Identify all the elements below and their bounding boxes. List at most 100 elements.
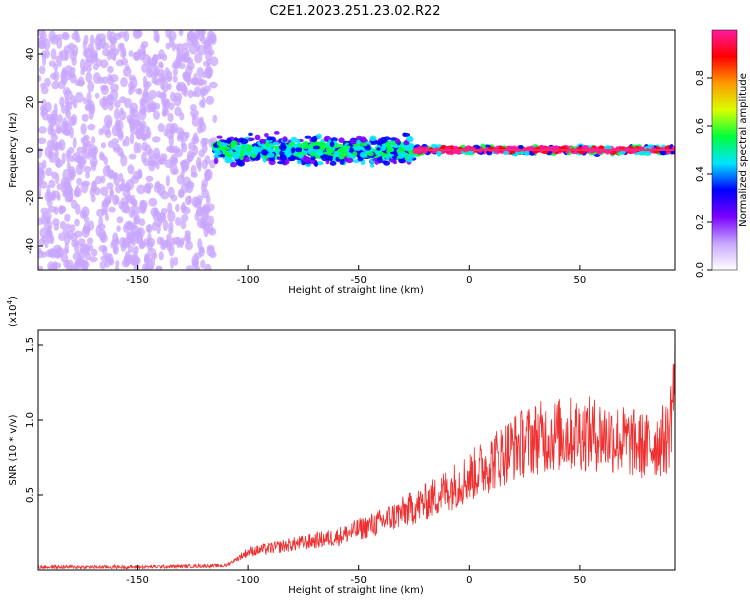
spectrogram-cell bbox=[148, 197, 158, 207]
spectrogram-cell bbox=[60, 253, 69, 263]
spectrogram-cell bbox=[143, 238, 151, 245]
spectrogram-cell bbox=[160, 153, 164, 163]
spectrogram-cell bbox=[38, 75, 42, 82]
spectrogram-cell bbox=[55, 122, 62, 134]
spectrogram-cell bbox=[115, 59, 124, 67]
spectrogram-cell bbox=[106, 30, 113, 41]
spectrogram-cell bbox=[91, 136, 96, 144]
spectrogram-cell bbox=[106, 182, 114, 190]
spectrogram-cell bbox=[83, 165, 92, 173]
spectrogram-cell bbox=[356, 139, 361, 144]
spectrogram-cell bbox=[316, 161, 324, 166]
spectrogram-cell bbox=[367, 151, 374, 157]
spectrogram-cell bbox=[185, 265, 195, 270]
spectrogram-cell bbox=[210, 56, 219, 67]
spectrogram-cell bbox=[267, 146, 274, 154]
spectrogram-cell bbox=[171, 145, 180, 154]
spectrogram-cell bbox=[619, 150, 626, 155]
spectrogram-cell bbox=[180, 54, 189, 63]
spectrogram-cell bbox=[246, 147, 253, 153]
spectrogram-cell bbox=[116, 225, 121, 233]
spectrogram-cell bbox=[129, 77, 138, 89]
spectrogram-cell bbox=[99, 97, 108, 108]
spectrogram-cell bbox=[338, 137, 345, 143]
spectrogram-cell bbox=[259, 140, 266, 145]
spectrogram-cell bbox=[376, 140, 382, 146]
spectrogram-cell bbox=[38, 265, 44, 270]
colorbar-label: Normalized spectral amplitude bbox=[738, 73, 749, 227]
colorbar-ticks: 0.0 0.2 0.4 0.6 0.8 bbox=[695, 70, 712, 278]
spectrogram-cell bbox=[186, 61, 195, 71]
spectrogram-cell bbox=[175, 203, 180, 213]
spectrogram-cell bbox=[97, 76, 104, 84]
spectrogram-x-tick-label: 50 bbox=[574, 275, 587, 286]
spectrogram-cell bbox=[52, 244, 62, 254]
spectrogram-cell bbox=[205, 50, 213, 62]
spectrogram-cell bbox=[127, 164, 135, 175]
spectrogram-cell bbox=[58, 139, 66, 151]
spectrogram-cell bbox=[65, 223, 71, 230]
spectrogram-cell bbox=[46, 184, 51, 197]
spectrogram-cell bbox=[167, 210, 176, 223]
spectrogram-cell bbox=[141, 41, 149, 49]
spectrogram-cell bbox=[523, 150, 530, 156]
spectrogram-cell bbox=[383, 160, 390, 166]
spectrogram-cell bbox=[316, 133, 322, 140]
spectrogram-cell bbox=[136, 142, 142, 154]
spectrogram-cell bbox=[38, 180, 48, 189]
spectrogram-cell bbox=[186, 77, 191, 86]
spectrogram-cell bbox=[61, 31, 69, 39]
spectrogram-cell bbox=[140, 123, 145, 130]
spectrogram-cell bbox=[129, 102, 139, 113]
spectrogram-cell bbox=[38, 191, 42, 199]
spectrogram-cell bbox=[54, 34, 64, 41]
spectrogram-cell bbox=[339, 146, 347, 154]
spectrogram-cell bbox=[402, 132, 407, 137]
spectrogram-cell bbox=[264, 133, 269, 138]
spectrogram-cell bbox=[156, 236, 163, 245]
spectrogram-cell bbox=[64, 104, 70, 116]
spectrogram-cell bbox=[191, 259, 199, 268]
spectrogram-cell bbox=[138, 108, 147, 121]
spectrogram-cell bbox=[212, 114, 218, 124]
spectrogram-cell bbox=[82, 97, 88, 104]
spectrogram-cell bbox=[141, 98, 148, 106]
spectrogram-cell bbox=[82, 65, 88, 72]
spectrogram-cell bbox=[330, 137, 338, 142]
spectrogram-cell bbox=[64, 120, 69, 130]
spectrogram-cell bbox=[403, 140, 409, 146]
spectrogram-cell bbox=[88, 143, 97, 156]
snr-x-tick-label: -150 bbox=[126, 575, 149, 586]
spectrogram-cell bbox=[85, 71, 92, 83]
spectrogram-cell bbox=[108, 206, 116, 213]
spectrogram-cell bbox=[268, 159, 276, 166]
spectrogram-cell bbox=[148, 89, 158, 100]
spectrogram-cell bbox=[312, 145, 321, 150]
spectrogram-cell bbox=[240, 144, 246, 151]
spectrogram-cell bbox=[70, 232, 78, 242]
spectrogram-cell bbox=[51, 81, 59, 90]
spectrogram-cell bbox=[137, 168, 143, 179]
spectrogram-cell bbox=[206, 246, 216, 257]
spectrogram-cell bbox=[56, 183, 63, 191]
snr-line bbox=[38, 331, 675, 570]
spectrogram-cell bbox=[82, 49, 89, 57]
spectrogram-cell bbox=[498, 145, 503, 152]
spectrogram-cell bbox=[197, 238, 203, 250]
spectrogram-cell bbox=[196, 209, 202, 217]
spectrogram-cell bbox=[178, 81, 186, 92]
spectrogram-cell bbox=[179, 160, 189, 168]
spectrogram-cell bbox=[251, 143, 259, 148]
spectrogram-cell bbox=[131, 236, 136, 247]
spectrogram-cell bbox=[133, 230, 139, 237]
spectrogram-cell bbox=[167, 112, 174, 123]
spectrogram-cell bbox=[142, 88, 149, 99]
spectrogram-cell bbox=[170, 237, 176, 246]
spectrogram-cell bbox=[129, 133, 135, 145]
spectrogram-y-tick-label: 20 bbox=[25, 96, 36, 109]
spectrogram-cell bbox=[201, 188, 210, 199]
spectrogram-cell bbox=[295, 147, 303, 153]
spectrogram-cell bbox=[76, 177, 83, 186]
spectrogram-cell bbox=[111, 48, 120, 56]
spectrogram-cell bbox=[165, 42, 171, 50]
